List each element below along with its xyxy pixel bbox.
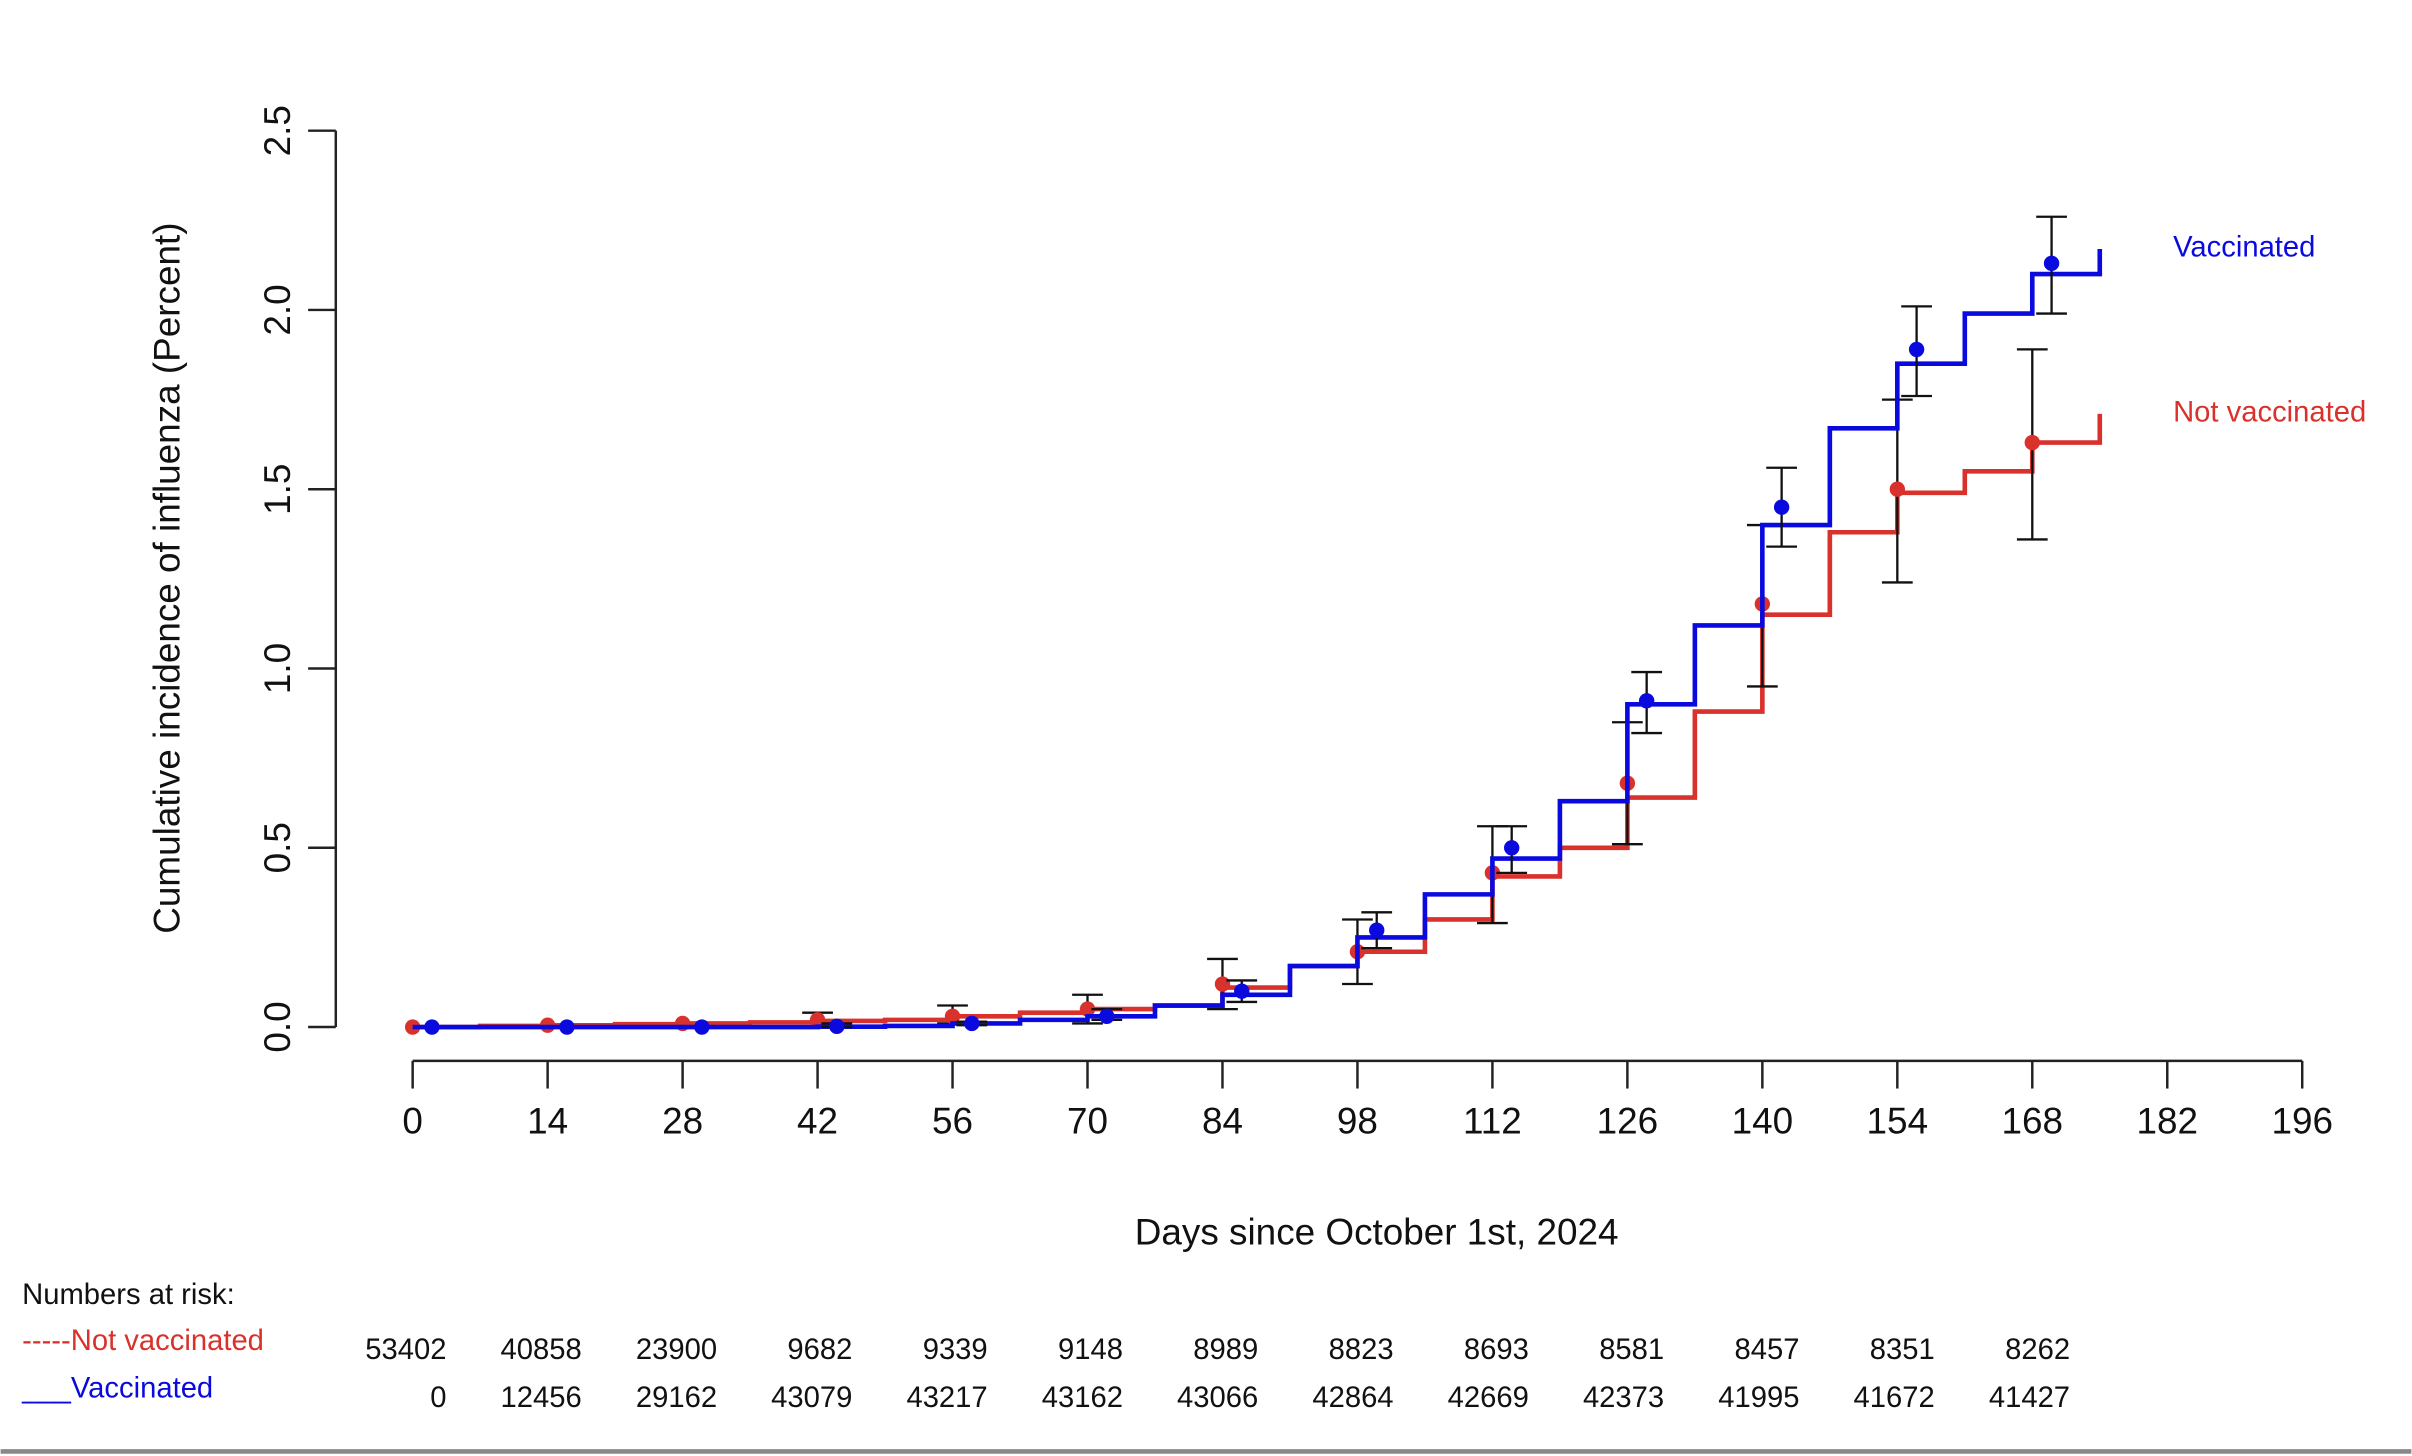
x-axis-title: Days since October 1st, 2024 <box>1135 1211 1619 1252</box>
series-label: Not vaccinated <box>2173 397 2366 429</box>
risk-value: 42864 <box>1312 1382 1393 1414</box>
risk-value: 12456 <box>501 1382 582 1414</box>
x-tick-label: 28 <box>662 1101 703 1142</box>
x-tick-label: 84 <box>1202 1101 1243 1142</box>
x-tick-label: 70 <box>1067 1101 1108 1142</box>
y-tick-label: 2.5 <box>257 105 298 156</box>
risk-row-label: -----Not vaccinated <box>22 1325 264 1357</box>
risk-value: 0 <box>430 1382 446 1414</box>
y-tick-label: 1.5 <box>257 464 298 515</box>
point <box>1908 341 1925 358</box>
point <box>944 1008 961 1024</box>
risk-value: 8989 <box>1193 1334 1258 1366</box>
point <box>559 1019 575 1035</box>
x-tick-label: 126 <box>1597 1101 1659 1142</box>
risk-value: 43079 <box>771 1382 852 1414</box>
risk-value: 8457 <box>1735 1334 1800 1366</box>
point <box>2043 255 2060 272</box>
x-tick-label: 0 <box>402 1101 423 1142</box>
x-tick-label: 42 <box>797 1101 838 1142</box>
risk-value: 40858 <box>501 1334 582 1366</box>
y-tick-label: 0.5 <box>257 822 298 873</box>
point <box>1214 976 1231 992</box>
x-tick-label: 98 <box>1337 1101 1378 1142</box>
x-tick-label: 56 <box>932 1101 973 1142</box>
risk-table-title: Numbers at risk: <box>22 1279 235 1311</box>
y-tick-label: 2.0 <box>257 284 298 335</box>
risk-value: 9148 <box>1058 1334 1123 1366</box>
risk-value: 43162 <box>1042 1382 1123 1414</box>
point <box>1234 983 1250 999</box>
risk-value: 8693 <box>1464 1334 1529 1366</box>
point <box>1079 1001 1096 1017</box>
risk-value: 42669 <box>1448 1382 1529 1414</box>
point <box>964 1015 980 1032</box>
point <box>1369 922 1385 938</box>
x-tick-label: 154 <box>1867 1101 1929 1142</box>
point <box>1099 1008 1115 1024</box>
point <box>424 1019 440 1035</box>
risk-value: 43066 <box>1177 1382 1258 1414</box>
point <box>809 1012 826 1028</box>
risk-value: 9682 <box>787 1334 852 1366</box>
risk-value: 9339 <box>923 1334 988 1366</box>
point <box>829 1018 845 1035</box>
point <box>1773 499 1790 515</box>
risk-value: 41995 <box>1718 1382 1799 1414</box>
point <box>1889 481 1906 497</box>
point <box>2024 434 2040 451</box>
y-tick-label: 1.0 <box>257 643 298 694</box>
risk-value: 8351 <box>1870 1334 1935 1366</box>
x-tick-label: 14 <box>527 1101 568 1142</box>
x-tick-label: 168 <box>2002 1101 2064 1142</box>
risk-value: 41672 <box>1854 1382 1935 1414</box>
risk-row-label: ___Vaccinated <box>21 1373 213 1405</box>
risk-value: 29162 <box>636 1382 717 1414</box>
x-tick-label: 112 <box>1463 1101 1522 1142</box>
x-tick-label: 182 <box>2136 1101 2198 1142</box>
risk-value: 8823 <box>1329 1334 1394 1366</box>
risk-value: 8262 <box>2005 1334 2070 1366</box>
risk-value: 8581 <box>1599 1334 1664 1366</box>
risk-value: 53402 <box>365 1334 446 1366</box>
point <box>1504 840 1520 856</box>
risk-value: 42373 <box>1583 1382 1664 1414</box>
risk-value: 43217 <box>906 1382 987 1414</box>
point <box>694 1019 710 1035</box>
point <box>1638 693 1655 709</box>
x-tick-label: 140 <box>1732 1101 1794 1142</box>
y-tick-label: 0.0 <box>257 1001 298 1052</box>
y-axis-title: Cumulative incidence of influenza (Perce… <box>146 222 187 933</box>
x-tick-label: 196 <box>2271 1101 2333 1142</box>
risk-value: 23900 <box>636 1334 717 1366</box>
series-label: Vaccinated <box>2173 232 2315 264</box>
risk-value: 41427 <box>1989 1382 2070 1414</box>
